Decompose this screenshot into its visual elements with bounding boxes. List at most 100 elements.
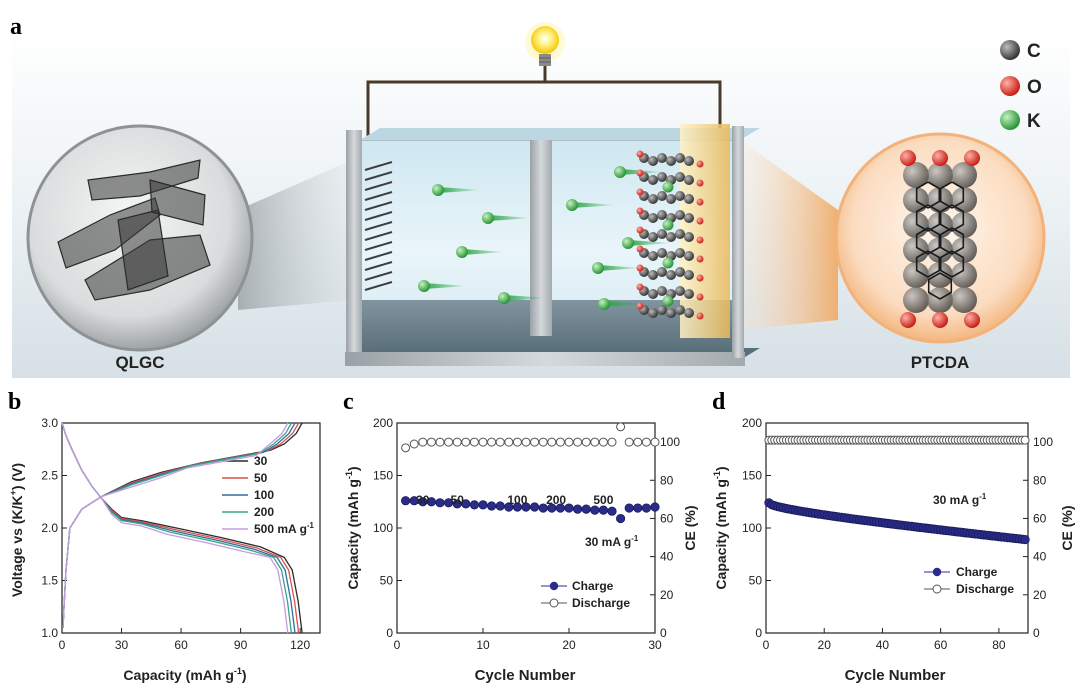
potassium-ion [418,280,430,292]
oxygen-atom [636,283,644,291]
chart-c-ce-point [607,437,617,447]
chart-c-ce-point [547,437,557,447]
benzene-ring [939,204,965,232]
carbon-atom [684,270,694,280]
chart-b-discharge-curve-500 [61,422,289,634]
carbon-atom [657,153,667,163]
chart-b-xtick-label: 0 [59,638,66,652]
chart-c-xtick-label: 20 [562,638,576,652]
oxygen-atom [636,245,644,253]
benzene-ring [915,250,941,278]
oxygen-atom [696,255,704,263]
oxygen-atom [696,293,704,301]
chart-c-rate-label: 200 [546,493,566,507]
carbon-atom [675,286,685,296]
chart-b-xlabel: Capacity (mAh g-1) [123,666,246,683]
chart-c-legend-discharge-marker [549,598,559,608]
carbon-atom [648,156,658,166]
carbon-atom [903,162,929,188]
chart-c-ytick-label: 200 [373,416,393,430]
chart-c-charge-point [641,503,652,513]
carbon-atom [951,237,977,263]
chart-b-charge-curve-500 [62,422,289,628]
chart-c-ce-point [418,437,428,447]
chart-c-y2tick-label: 20 [660,588,674,602]
legend-carbon-label: C [1027,41,1041,62]
chart-c-charge-point [572,504,583,514]
chart-d-ylabel: Capacity (mAh g-1) [712,466,729,589]
benzene-ring [939,250,965,278]
oxygen-atom [636,169,644,177]
chart-c-ce-point [555,437,565,447]
chart-c-ytick-label: 150 [373,469,393,483]
battery-cell [345,124,760,366]
chart-c-charge-point [495,501,505,511]
panel-label-d: d [712,389,726,415]
chart-c-ce-point [401,443,411,453]
chart-c-charge-point [529,502,540,512]
benzene-ring [927,272,953,300]
left-zoom-cone [238,160,352,310]
ion-trail [488,215,532,221]
chart-c-ce-point [633,437,643,447]
graphene-sheets [57,159,211,301]
chart-b-ytick-label: 1.0 [41,626,58,640]
carbon-atom [648,308,658,318]
chart-b-xtick-label: 60 [174,638,188,652]
atom-legend: C O K [1000,40,1042,132]
chart-c-ylabel: Capacity (mAh g-1) [344,466,361,589]
chart-c-xlabel: Cycle Number [475,667,576,684]
carbon-atom [648,270,658,280]
oxygen-atom [964,312,980,328]
chart-c-ce-point [641,437,651,447]
ptcda-label: PTCDA [911,353,970,372]
oxygen-atom [900,150,916,166]
carbon-atom [951,262,977,288]
chart-c-xtick-label: 0 [394,638,401,652]
panel-label-a: a [10,14,22,40]
chart-c-charge-point [469,500,479,510]
chart-c-ce-point [487,437,497,447]
potassium-ion [456,246,468,258]
carbon-atom [657,172,667,182]
potassium-atom [662,295,674,307]
chart-c-ce-point [444,437,454,447]
chart-d-xlabel: Cycle Number [845,667,946,684]
carbon-atom [675,153,685,163]
chart-c-rate-label: 30 [416,493,430,507]
potassium-atom [662,219,674,231]
chart-c-ce-point [521,437,531,447]
carbon-atom [666,308,676,318]
chart-b-legend-label: 500 mA g-1 [254,521,315,536]
ion-trail [598,265,642,271]
chart-c-y2tick-label: 60 [660,511,674,525]
chart-c-y2tick-label: 100 [660,435,680,449]
chart-c-ytick-label: 50 [380,574,394,588]
potassium-ion [498,292,510,304]
chart-c-ce-point [435,437,445,447]
chart-d-y2tick-label: 80 [1033,473,1047,487]
oxygen-atom [696,198,704,206]
chart-c-legend-charge-marker [549,581,559,591]
oxygen-atom [696,312,704,320]
light-bulb-icon [525,22,565,66]
carbon-atom [666,232,676,242]
carbon-atom [657,210,667,220]
chart-b-legend-label: 30 [254,454,268,468]
carbon-atom [927,237,953,263]
ion-trail [628,240,672,246]
oxygen-atom [964,150,980,166]
chart-c-ce-point [504,437,514,447]
chart-c-charge-point [624,503,634,513]
chart-c-charge-point [615,513,626,524]
chart-d-ytick-label: 200 [742,416,762,430]
benzene-ring [915,227,941,255]
chart-c-rate-label: 500 [593,493,613,507]
chart-d-charge-point [1020,534,1030,545]
chart-c-ce-point [598,437,608,447]
oxygen-atom [636,188,644,196]
chart-b-legend-label: 50 [254,471,268,485]
benzene-ring [939,227,965,255]
